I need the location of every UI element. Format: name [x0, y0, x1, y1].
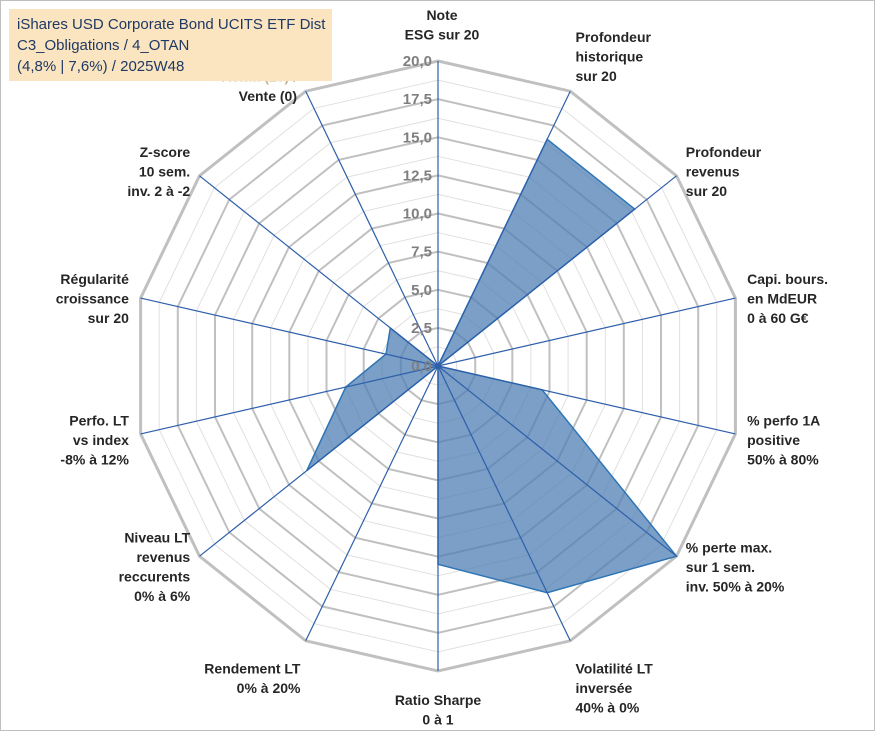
- axis-label-line: Vente (0): [239, 88, 297, 104]
- fund-title-box: iShares USD Corporate Bond UCITS ETF Dis…: [9, 9, 332, 81]
- axis-label-line: Volatilité LT: [576, 661, 654, 677]
- axis-label-line: Profondeur: [576, 29, 652, 45]
- axis-label-8: Ratio Sharpe 0 à 1: [395, 692, 482, 728]
- axis-label-line: % perte max.: [686, 539, 772, 555]
- axis-label-line: inv. 50% à 20%: [686, 578, 785, 594]
- axis-label-line: Régularité: [60, 271, 129, 287]
- axis-label-7: Volatilité LT inversée 40% à 0%: [576, 661, 654, 716]
- axis-label-line: historique: [576, 48, 644, 64]
- axis-label-line: -8% à 12%: [60, 451, 129, 467]
- axis-label-line: Profondeur: [686, 144, 762, 160]
- axis-label-line: sur 1 sem.: [686, 559, 755, 575]
- axis-label-line: revenus: [136, 549, 190, 565]
- axis-label-line: sur 20: [686, 183, 727, 199]
- axis-label-line: Capi. bours.: [747, 271, 828, 287]
- axis-label-2: Profondeur historique sur 20: [576, 29, 652, 84]
- tick-label: 5,0: [411, 282, 432, 299]
- fund-category: C3_Obligations / 4_OTAN: [17, 35, 332, 56]
- axis-label-3: Profondeur revenus sur 20: [686, 144, 762, 199]
- axis-label-1: Note ESG sur 20: [405, 7, 480, 43]
- axis-label-13: Z-score 10 sem. inv. 2 à -2: [127, 144, 190, 199]
- axis-label-10: Niveau LT revenus reccurents 0% à 6%: [119, 530, 191, 605]
- tick-label: 12,5: [403, 167, 432, 184]
- axis-label-9: Rendement LT 0% à 20%: [204, 661, 301, 697]
- axis-label-line: 40% à 0%: [576, 700, 640, 716]
- axis-label-6: % perte max. sur 1 sem. inv. 50% à 20%: [686, 539, 785, 594]
- axis-label-line: Z-score: [140, 144, 191, 160]
- axis-label-line: inversée: [576, 680, 633, 696]
- axis-label-line: reccurents: [119, 569, 191, 585]
- axis-label-line: 0 à 1: [422, 712, 453, 728]
- axis-label-line: ESG sur 20: [405, 27, 480, 43]
- tick-label: 20,0: [403, 53, 432, 70]
- tick-label: 2,5: [411, 320, 432, 337]
- axis-label-line: 50% à 80%: [747, 451, 819, 467]
- axis-label-line: 0 à 60 G€: [747, 310, 809, 326]
- axis-label-line: Rendement LT: [204, 661, 301, 677]
- axis-label-line: % perfo 1A: [747, 412, 820, 428]
- axis-label-line: vs index: [73, 432, 129, 448]
- axis-label-5: % perfo 1A positive 50% à 80%: [747, 412, 820, 467]
- axis-label-line: revenus: [686, 164, 740, 180]
- axis-label-line: Ratio Sharpe: [395, 692, 482, 708]
- axis-label-line: Perfo. LT: [69, 412, 129, 428]
- fund-stats: (4,8% | 7,6%) / 2025W48: [17, 56, 332, 77]
- tick-label: 10,0: [403, 206, 432, 223]
- axis-label-line: sur 20: [576, 68, 617, 84]
- fund-name: iShares USD Corporate Bond UCITS ETF Dis…: [17, 14, 332, 35]
- tick-label: 15,0: [403, 129, 432, 146]
- axis-label-11: Perfo. LT vs index -8% à 12%: [60, 412, 129, 467]
- axis-label-line: inv. 2 à -2: [127, 183, 190, 199]
- axis-label-line: 0% à 20%: [237, 680, 301, 696]
- radar-tick-labels: 0,0 2,5 5,0 7,5 10,0 12,5 15,0 17,5 20,0: [403, 53, 432, 375]
- tick-label: 17,5: [403, 91, 432, 108]
- axis-label-line: Niveau LT: [124, 530, 190, 546]
- axis-label-line: positive: [747, 432, 800, 448]
- axis-label-line: 0% à 6%: [134, 588, 191, 604]
- axis-label-4: Capi. bours. en MdEUR 0 à 60 G€: [747, 271, 828, 326]
- axis-label-12: Régularité croissance sur 20: [56, 271, 129, 326]
- axis-label-line: 10 sem.: [139, 164, 190, 180]
- tick-label: 0,0: [411, 358, 432, 375]
- axis-label-line: croissance: [56, 291, 129, 307]
- axis-label-line: sur 20: [88, 310, 129, 326]
- tick-label: 7,5: [411, 244, 432, 261]
- axis-label-line: Note: [426, 7, 457, 23]
- axis-label-line: en MdEUR: [747, 291, 817, 307]
